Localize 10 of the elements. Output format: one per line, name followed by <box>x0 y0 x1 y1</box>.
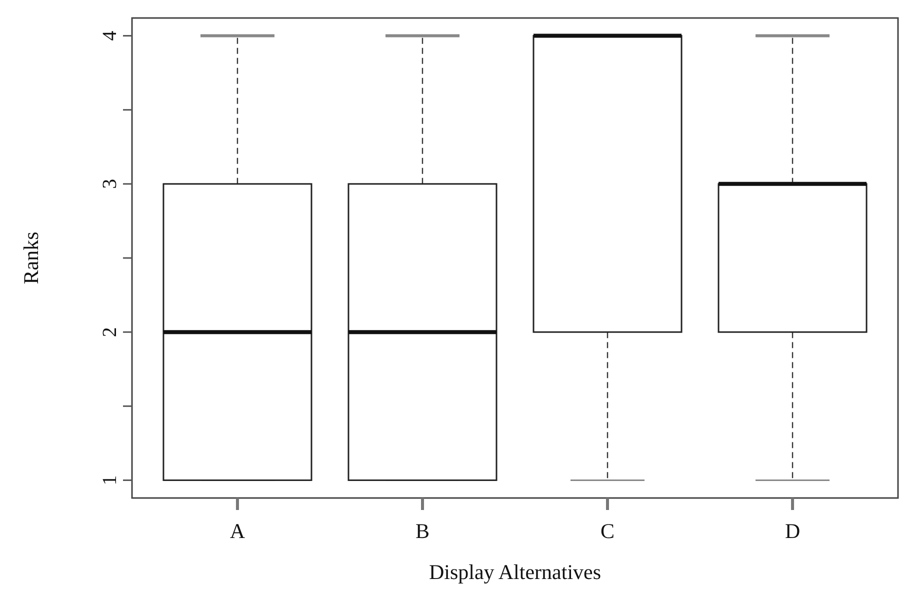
y-tick-label: 3 <box>99 178 121 189</box>
x-tick-label: D <box>784 519 800 543</box>
x-tick-label: A <box>230 519 246 543</box>
y-tick-label: 1 <box>99 475 121 486</box>
x-tick-label: B <box>415 519 430 543</box>
x-axis-title: Display Alternatives <box>428 560 602 584</box>
y-tick-label: 2 <box>99 327 121 338</box>
y-tick-label: 4 <box>99 30 121 41</box>
x-tick-label: C <box>600 519 615 543</box>
y-axis-title: Ranks <box>19 232 43 284</box>
